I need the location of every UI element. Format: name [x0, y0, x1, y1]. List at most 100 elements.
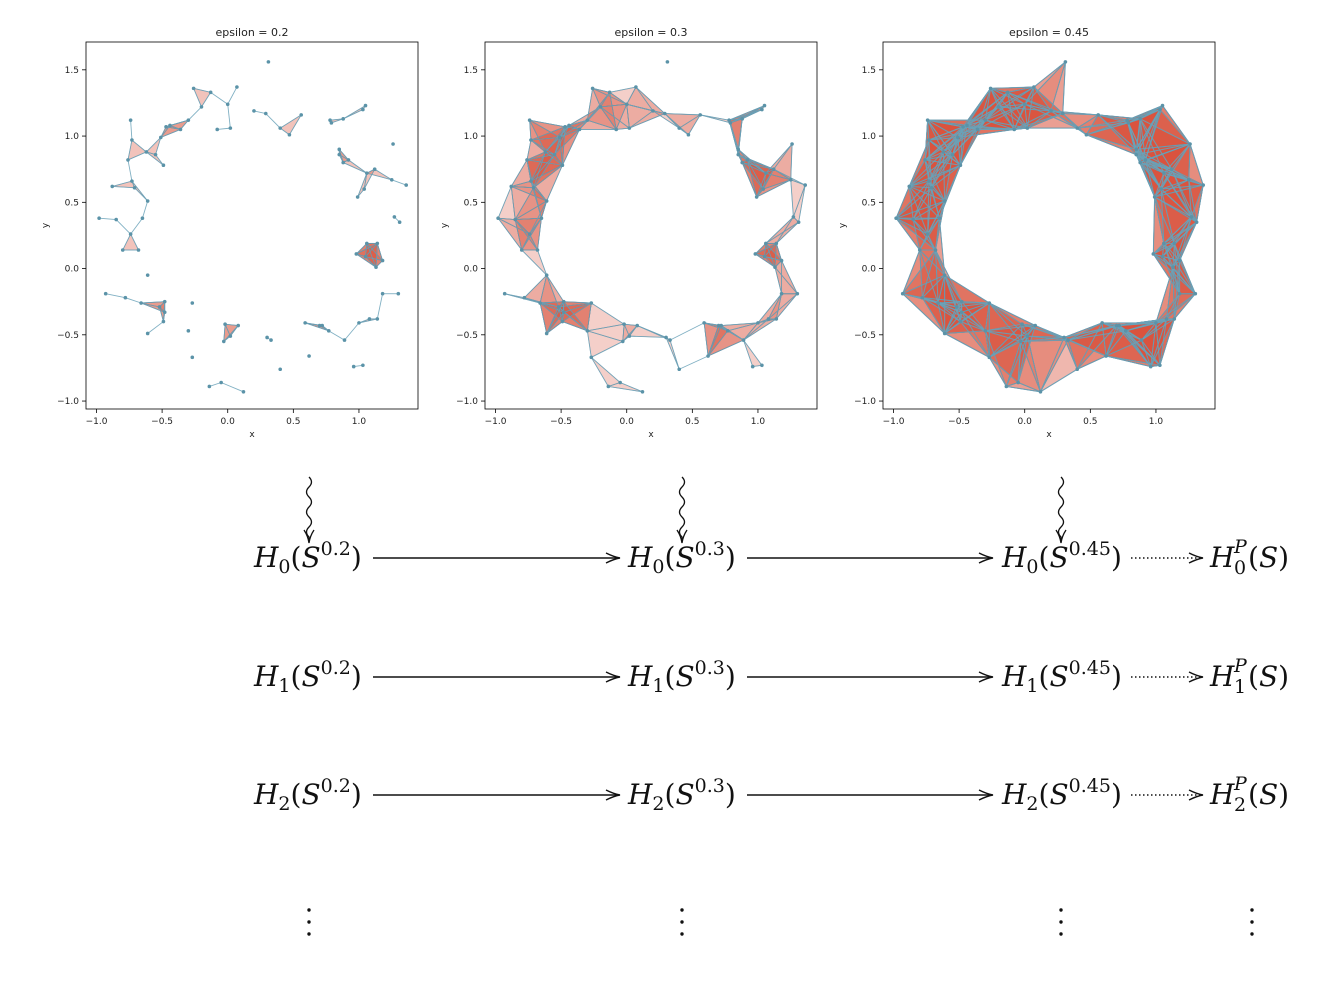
data-point — [130, 179, 134, 183]
edge-simplex — [1171, 168, 1204, 186]
edge-simplex — [1161, 184, 1204, 190]
edge-simplex — [1153, 253, 1174, 268]
edge-simplex — [1033, 86, 1064, 114]
edge-simplex — [924, 159, 946, 202]
edge-simplex — [1027, 110, 1052, 129]
data-point — [136, 248, 141, 252]
data-point — [1016, 380, 1020, 385]
y-tick-label: −0.5 — [57, 331, 79, 341]
edge-simplex — [1005, 335, 1028, 387]
data-point — [556, 305, 561, 309]
edge-simplex — [1006, 381, 1019, 387]
edge-simplex — [586, 330, 592, 358]
data-point — [1172, 317, 1177, 321]
data-point — [771, 167, 776, 171]
edge-simplex — [1067, 325, 1120, 341]
edge-simplex — [961, 302, 990, 313]
data-point — [191, 86, 196, 91]
edge-simplex — [1172, 243, 1175, 268]
data-point — [527, 118, 532, 122]
edge-simplex — [798, 185, 806, 223]
edge-simplex — [765, 216, 794, 244]
edge-simplex — [533, 154, 555, 188]
edge-simplex — [592, 88, 601, 108]
y-tick-label: 0.5 — [65, 198, 79, 208]
persistent-homology-2: H P2 (S) — [1209, 773, 1289, 816]
edge-simplex — [1171, 168, 1198, 223]
edge-simplex — [773, 168, 806, 186]
data-point — [740, 117, 745, 121]
edge-simplex — [608, 386, 643, 393]
data-point — [941, 150, 946, 154]
edge-simplex — [1067, 339, 1078, 370]
edge-simplex — [1163, 243, 1174, 268]
y-axis-label: y — [838, 222, 848, 228]
data-point — [223, 322, 227, 327]
edge-simplex — [765, 243, 776, 268]
y-tick-label: 1.0 — [862, 132, 877, 142]
edge-simplex — [201, 92, 212, 108]
edge-simplex — [988, 357, 1007, 387]
edge-simplex — [609, 86, 636, 93]
edge-simplex — [790, 179, 806, 186]
edge-simplex — [665, 337, 680, 370]
data-point — [665, 60, 670, 64]
y-tick-label: 0.0 — [464, 265, 479, 275]
edge-simplex — [942, 126, 964, 153]
data-point — [987, 355, 992, 360]
edge-simplex — [545, 151, 563, 166]
data-point — [987, 301, 992, 305]
edge-simplex — [707, 339, 744, 357]
data-point — [365, 171, 369, 175]
data-point — [235, 85, 239, 89]
edge-simplex — [1076, 355, 1107, 370]
edge-simplex — [707, 325, 722, 357]
edge-simplex — [922, 297, 961, 323]
edge-simplex — [1161, 179, 1189, 190]
edge-simplex — [626, 86, 637, 105]
edge-simplex — [1152, 197, 1156, 254]
edge-simplex — [688, 114, 701, 135]
edge-simplex — [1007, 92, 1015, 130]
map-arrow — [373, 552, 621, 564]
edge-simplex — [1097, 114, 1137, 150]
svg-text:H2(S0.3): H2(S0.3) — [627, 775, 736, 815]
edge-simplex — [1033, 86, 1052, 112]
edge-simplex — [545, 137, 561, 153]
data-point — [278, 126, 283, 130]
x-tick-label: −0.5 — [948, 417, 970, 427]
data-point — [668, 338, 672, 342]
edge-simplex — [727, 322, 759, 332]
edge-simplex — [127, 139, 133, 161]
data-point — [725, 329, 730, 333]
edge-simplex — [912, 187, 933, 220]
edge-simplex — [1076, 322, 1103, 370]
edge-simplex — [755, 253, 776, 268]
edge-simplex — [742, 162, 774, 170]
x-axis-label: x — [1046, 430, 1052, 440]
edge-simplex — [1125, 330, 1142, 341]
edge-simplex — [265, 113, 281, 129]
data-point — [622, 322, 626, 327]
homology-term-0-eps-0.3: H0(S0.3) — [627, 538, 736, 578]
edge-simplex — [279, 114, 302, 129]
edge-simplex — [1179, 260, 1196, 294]
data-point — [126, 158, 130, 162]
data-point — [1114, 323, 1119, 328]
edge-simplex — [227, 104, 231, 129]
edge-simplex — [357, 173, 368, 198]
edge-simplex — [774, 267, 783, 294]
edge-simplex — [988, 302, 1023, 325]
data-point — [535, 248, 540, 252]
data-point — [1084, 132, 1089, 137]
svg-text:H: H — [1209, 660, 1235, 693]
data-point — [773, 265, 777, 270]
data-point — [389, 177, 394, 182]
edge-simplex — [1135, 105, 1163, 150]
edge-simplex — [1039, 339, 1069, 393]
edge-simplex — [546, 274, 565, 302]
edge-simplex — [962, 91, 1009, 128]
data-point — [702, 321, 706, 325]
data-point — [1075, 367, 1080, 372]
edge-simplex — [775, 293, 798, 320]
